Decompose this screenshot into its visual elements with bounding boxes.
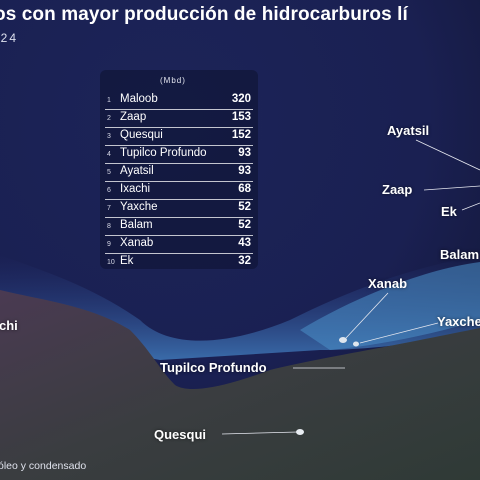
- field-name: Yaxche: [120, 201, 158, 213]
- source-footnote: óleo y condensado: [0, 460, 87, 472]
- rank-number: 8: [107, 223, 111, 230]
- page-title: os con mayor producción de hidrocarburos…: [0, 4, 408, 25]
- map-label-ayatsil: Ayatsil: [387, 123, 430, 138]
- field-value: 43: [238, 237, 251, 249]
- field-value: 52: [238, 219, 251, 231]
- leader-quesqui: [221, 431, 299, 435]
- yaxche-platform: [353, 341, 359, 347]
- leader-yaxche: [359, 322, 439, 344]
- map-label-yaxche: Yaxche: [437, 314, 480, 329]
- shallow-water: [300, 262, 480, 350]
- field-name: Maloob: [120, 93, 158, 105]
- rank-number: 6: [107, 187, 111, 194]
- table-row: 8 Balam 52: [105, 217, 253, 236]
- table-row: 10 Ek 32: [105, 253, 253, 271]
- field-value: 153: [231, 111, 251, 123]
- field-name: Quesqui: [120, 129, 163, 141]
- rank-number: 4: [107, 151, 111, 158]
- field-value: 52: [238, 201, 251, 213]
- table-row: 7 Yaxche 52: [105, 199, 253, 218]
- map-label-quesqui: Quesqui: [154, 427, 207, 442]
- ranking-table: (Mbd) 1 Maloob 320 2 Zaap 153 3 Quesqui …: [100, 70, 258, 269]
- map-label-xanab: Xanab: [368, 276, 408, 291]
- field-name: Zaap: [120, 111, 147, 123]
- field-name: Ixachi: [120, 183, 151, 195]
- map-label-ek: Ek: [441, 204, 457, 219]
- field-value: 93: [238, 165, 251, 177]
- rank-number: 1: [107, 97, 111, 104]
- field-name: Xanab: [120, 237, 154, 249]
- xanab-platform: [339, 337, 347, 343]
- table-row: 1 Maloob 320: [105, 91, 253, 110]
- leader-ek: [461, 202, 480, 211]
- rank-number: 2: [107, 115, 111, 122]
- leader-ayatsil: [415, 139, 480, 171]
- map-label-balam: Balam: [440, 247, 480, 262]
- mainland: [0, 290, 480, 480]
- table-row: 2 Zaap 153: [105, 109, 253, 128]
- field-value: 320: [231, 93, 251, 105]
- field-value: 32: [238, 255, 251, 267]
- table-row: 3 Quesqui 152: [105, 127, 253, 146]
- rank-number: 5: [107, 169, 111, 176]
- rank-number: 9: [107, 241, 111, 248]
- field-name: Ek: [120, 255, 134, 267]
- field-value: 93: [238, 147, 251, 159]
- field-name: Balam: [120, 219, 153, 231]
- leader-zaap: [423, 185, 480, 191]
- table-row: 4 Tupilco Profundo 93: [105, 145, 253, 164]
- rank-number: 7: [107, 205, 111, 212]
- field-value: 152: [231, 129, 251, 141]
- table-row: 9 Xanab 43: [105, 235, 253, 254]
- table-row: 6 Ixachi 68: [105, 181, 253, 200]
- field-name: Ayatsil: [120, 165, 154, 177]
- table-row: 5 Ayatsil 93: [105, 163, 253, 182]
- quesqui-marker: [296, 429, 304, 435]
- field-value: 68: [238, 183, 251, 195]
- page-subtitle: 024: [0, 31, 19, 45]
- field-name: Tupilco Profundo: [120, 147, 207, 159]
- map-label-tupilco-profundo: Tupilco Profundo: [160, 360, 267, 375]
- map-label-zaap: Zaap: [382, 182, 413, 197]
- rank-number: 10: [107, 259, 115, 266]
- unit-label: (Mbd): [160, 76, 186, 85]
- rank-number: 3: [107, 133, 111, 140]
- map-label-ixachi: chi: [0, 318, 18, 333]
- leader-xanab: [345, 292, 389, 339]
